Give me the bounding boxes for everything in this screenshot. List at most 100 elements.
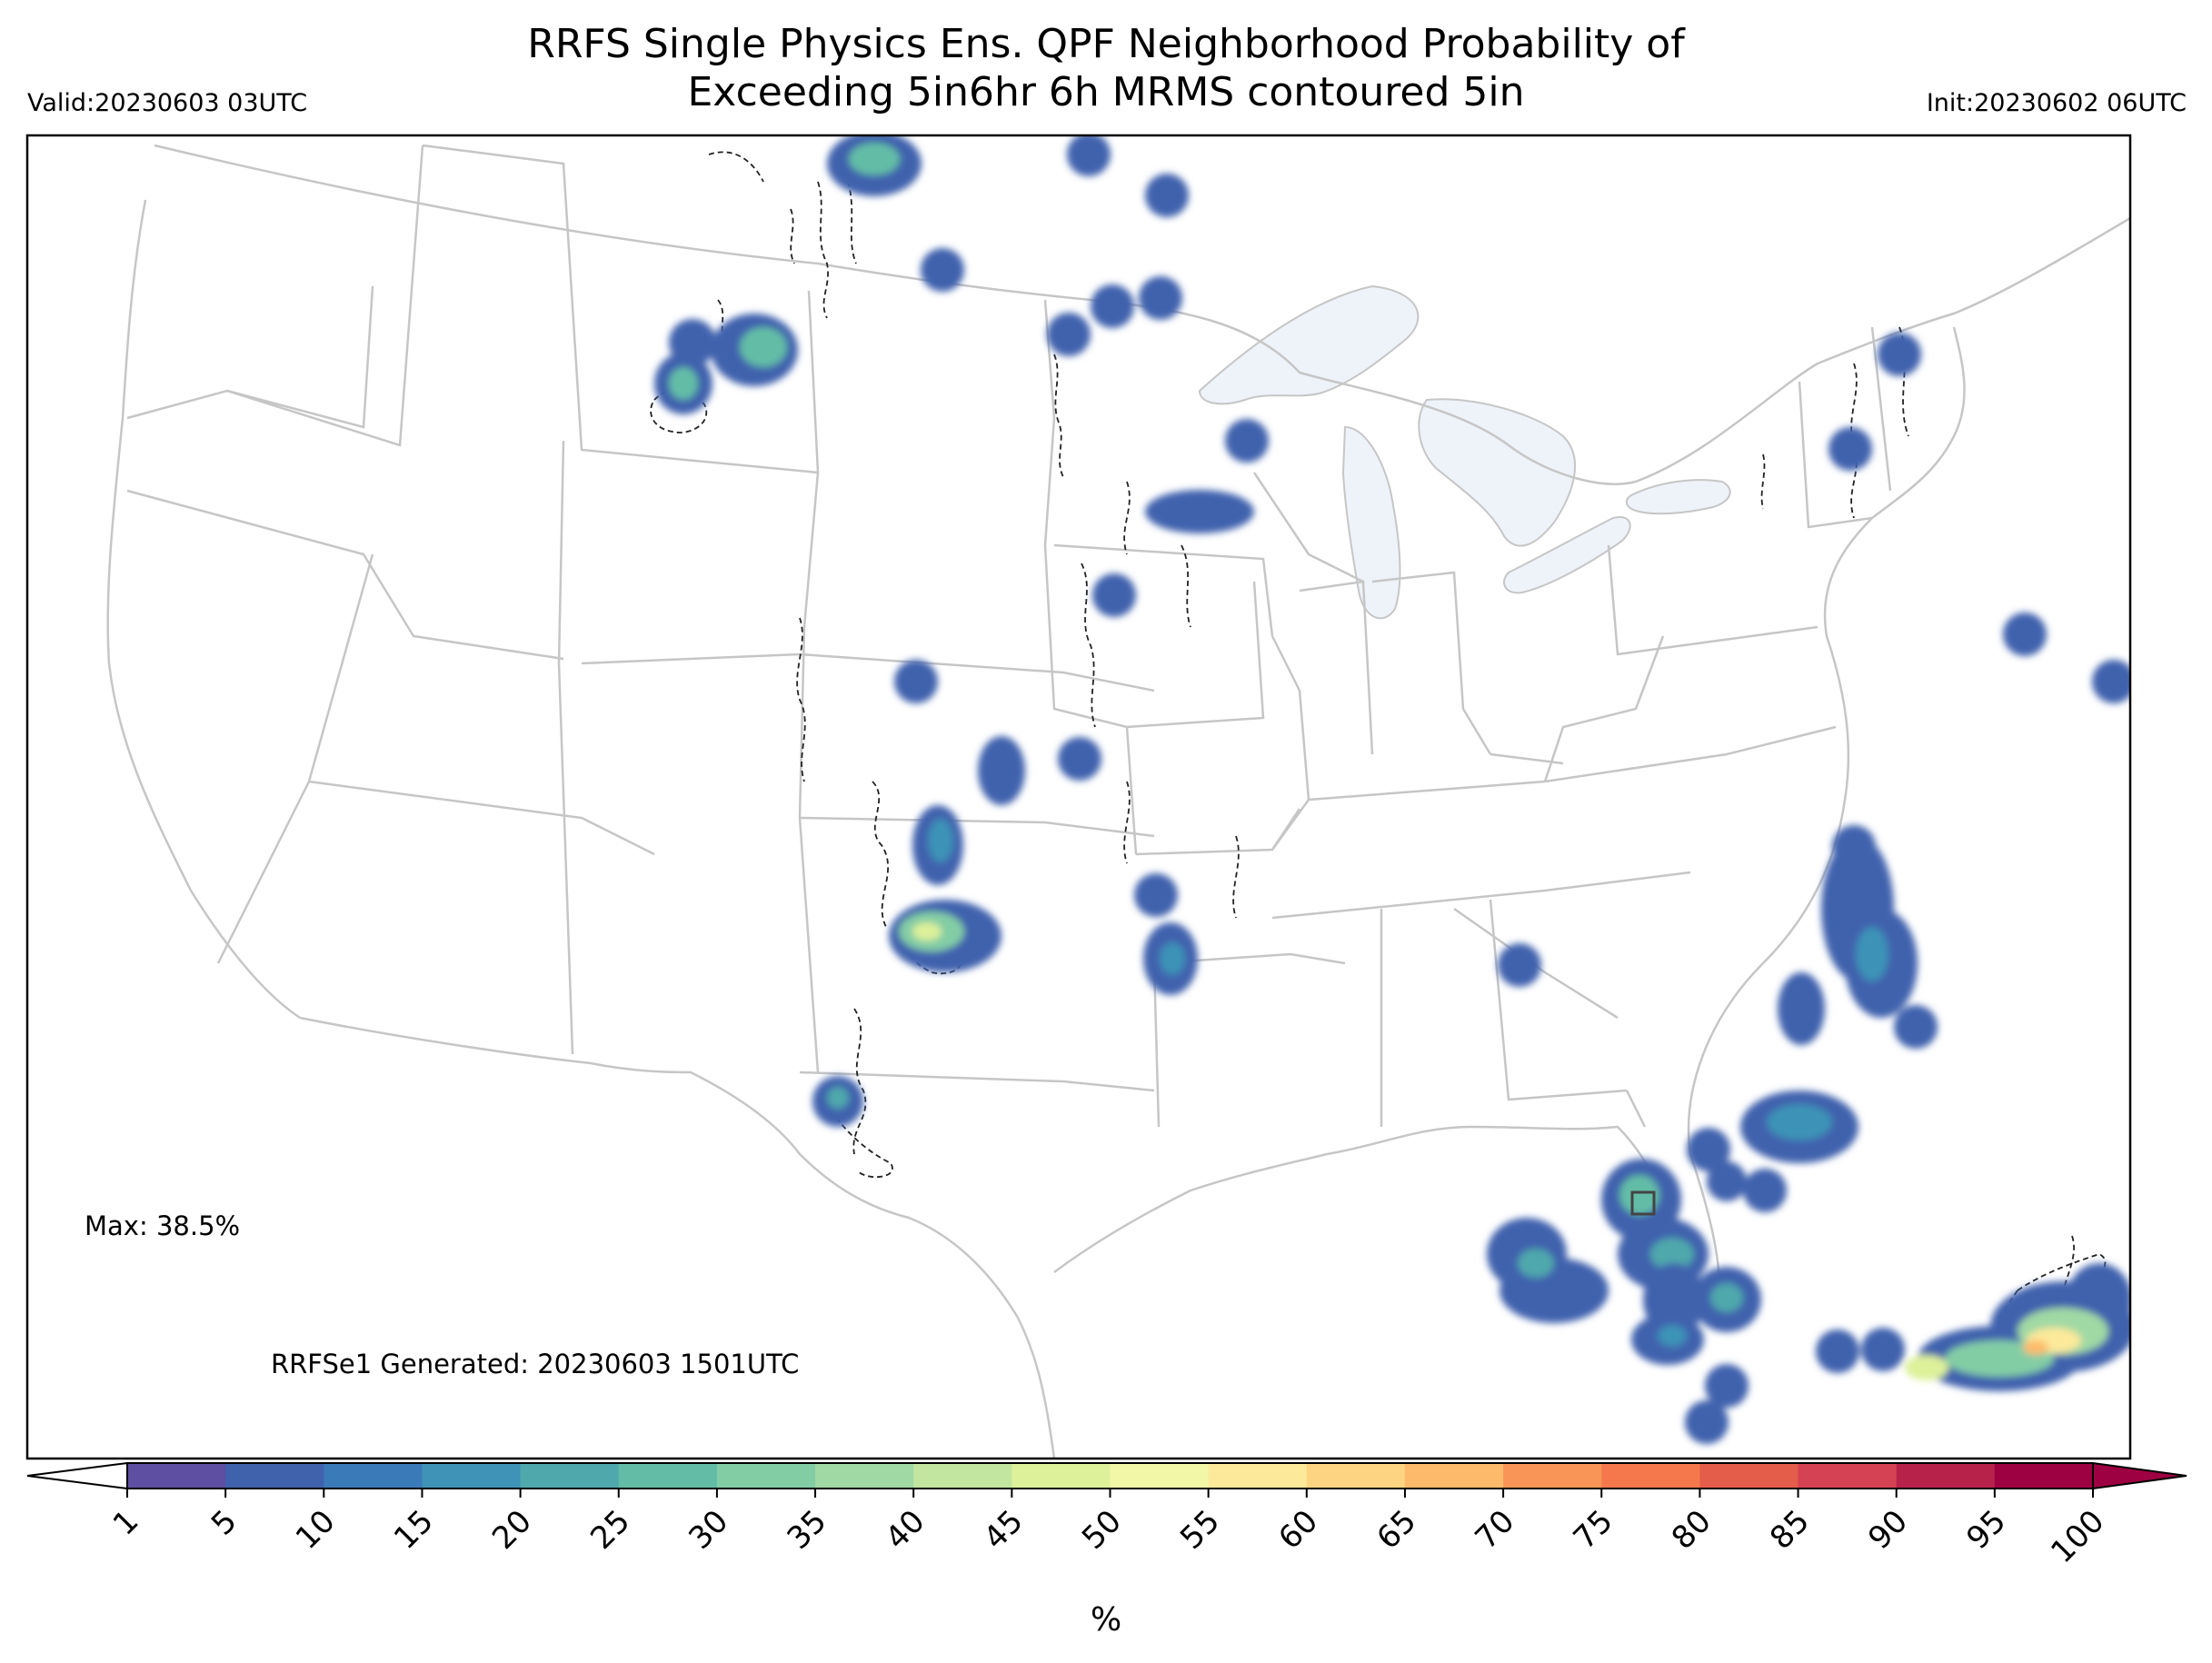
west-coast: [106, 199, 301, 1020]
colorbar-tick-label: 85: [1763, 1503, 1817, 1557]
colorbar-tick-label: 35: [781, 1503, 834, 1557]
blob: [1092, 573, 1136, 617]
colorbar-swatch: [1601, 1463, 1700, 1489]
blob: [1225, 419, 1269, 463]
blob: [1500, 1258, 1609, 1323]
blob: [894, 660, 938, 703]
valid-time: Valid:20230603 03UTC: [27, 89, 308, 117]
colorbar-tick-label: 45: [977, 1503, 1031, 1557]
colorbar-swatch: [913, 1463, 1012, 1489]
blob: [2092, 660, 2130, 703]
blob: [2003, 612, 2047, 656]
colorbar-swatch: [1011, 1463, 1111, 1489]
blob: [1861, 1328, 1905, 1371]
colorbar-tick-label: 15: [387, 1503, 441, 1557]
lake-huron: [1418, 398, 1577, 547]
colorbar-tick-label: 30: [682, 1503, 735, 1557]
colorbar-swatch: [225, 1463, 324, 1489]
colorbar: 1 5 10 15 20 25 30 35 40 45 50 55 60 65 70 75 80 85 90 95 10…: [26, 1461, 2187, 1570]
colorbar-tick-label: 1: [106, 1503, 146, 1543]
colorbar-tick-label: 90: [1861, 1503, 1915, 1557]
blob: [2023, 1340, 2048, 1355]
blob: [849, 143, 900, 175]
lake-ontario: [1625, 479, 1731, 515]
blob: [1139, 276, 1182, 320]
lake-superior: [1198, 284, 1420, 405]
colorbar-tick-label: 60: [1271, 1503, 1325, 1557]
blob: [1705, 1364, 1749, 1408]
lake-michigan: [1341, 425, 1401, 620]
map-background: [27, 135, 2130, 1459]
colorbar-swatch: [716, 1463, 816, 1489]
blob: [1650, 1238, 1694, 1270]
init-time: Init:20230602 06UTC: [1926, 89, 2187, 117]
colorbar-tick-label: 5: [204, 1503, 244, 1543]
colorbar-tick-label: 70: [1469, 1503, 1522, 1557]
colorbar-swatch: [1994, 1463, 2094, 1489]
blob: [827, 1087, 849, 1109]
blob: [1658, 1325, 1687, 1347]
great-lakes: [1198, 284, 1731, 620]
colorbar-swatch: [1896, 1463, 1996, 1489]
colorbar-tick-label: 95: [1959, 1503, 2013, 1557]
blob: [1518, 1249, 1554, 1278]
blob: [1743, 1169, 1787, 1212]
blob: [1856, 927, 1888, 981]
colorbar-swatch: [1503, 1463, 1602, 1489]
max-location-box: [1630, 1190, 1656, 1216]
colorbar-swatch: [422, 1463, 522, 1489]
blob: [1498, 943, 1541, 987]
colorbar-swatch: [1798, 1463, 1898, 1489]
colorbar-swatch: [618, 1463, 718, 1489]
blob: [921, 248, 964, 292]
colorbar-tick-label: 10: [289, 1503, 343, 1557]
blob: [1816, 1329, 1859, 1373]
blob: [1047, 313, 1091, 356]
blob: [912, 922, 942, 941]
canada-border: [154, 144, 2130, 485]
blob: [1145, 490, 1254, 533]
mexico-border: [299, 1016, 1056, 1459]
colorbar-tick-label: 80: [1665, 1503, 1719, 1557]
colorbar-unit: %: [1091, 1601, 1122, 1638]
generated-label: RRFSe1 Generated: 20230603 1501UTC: [271, 1349, 800, 1379]
colorbar-tick-label: 75: [1567, 1503, 1620, 1557]
blob: [669, 367, 698, 400]
blob: [1134, 873, 1178, 917]
colorbar-over-arrow: [2092, 1461, 2187, 1490]
colorbar-tick-label: 50: [1075, 1503, 1129, 1557]
colorbar-swatch: [1404, 1463, 1504, 1489]
blob: [1832, 825, 1876, 869]
colorbar-swatch: [1306, 1463, 1406, 1489]
blob: [1160, 942, 1185, 975]
colorbar-swatch: [815, 1463, 914, 1489]
blob: [1619, 1175, 1659, 1215]
blob: [978, 736, 1025, 805]
colorbar-under-arrow: [26, 1461, 128, 1490]
blob: [1067, 135, 1111, 176]
title-line-1: RRFS Single Physics Ens. QPF Neighborhoo…: [527, 21, 1685, 67]
blob: [1878, 333, 1921, 376]
blob: [1778, 972, 1825, 1045]
colorbar-swatch: [1110, 1463, 1210, 1489]
blob: [1145, 174, 1189, 217]
colorbar-tick-label: 40: [879, 1503, 932, 1557]
blob: [928, 819, 953, 862]
colorbar-swatch: [324, 1463, 423, 1489]
colorbar-tick-label: 20: [485, 1503, 539, 1557]
colorbar-tick-label: 25: [583, 1503, 637, 1557]
blob: [1767, 1104, 1832, 1140]
blob: [1687, 1128, 1730, 1171]
colorbar-swatch: [1699, 1463, 1799, 1489]
blob: [1710, 1283, 1743, 1312]
colorbar-swatch: [1208, 1463, 1308, 1489]
colorbar-tick-label: 55: [1173, 1503, 1227, 1557]
colorbar-tick-label: 65: [1370, 1503, 1423, 1557]
blob: [1905, 1355, 1948, 1380]
blob: [1685, 1400, 1729, 1444]
chart-title: RRFS Single Physics Ens. QPF Neighborhoo…: [0, 20, 2212, 116]
blob: [1091, 284, 1134, 328]
blob: [1058, 737, 1101, 781]
colorbar-swatch: [520, 1463, 620, 1489]
